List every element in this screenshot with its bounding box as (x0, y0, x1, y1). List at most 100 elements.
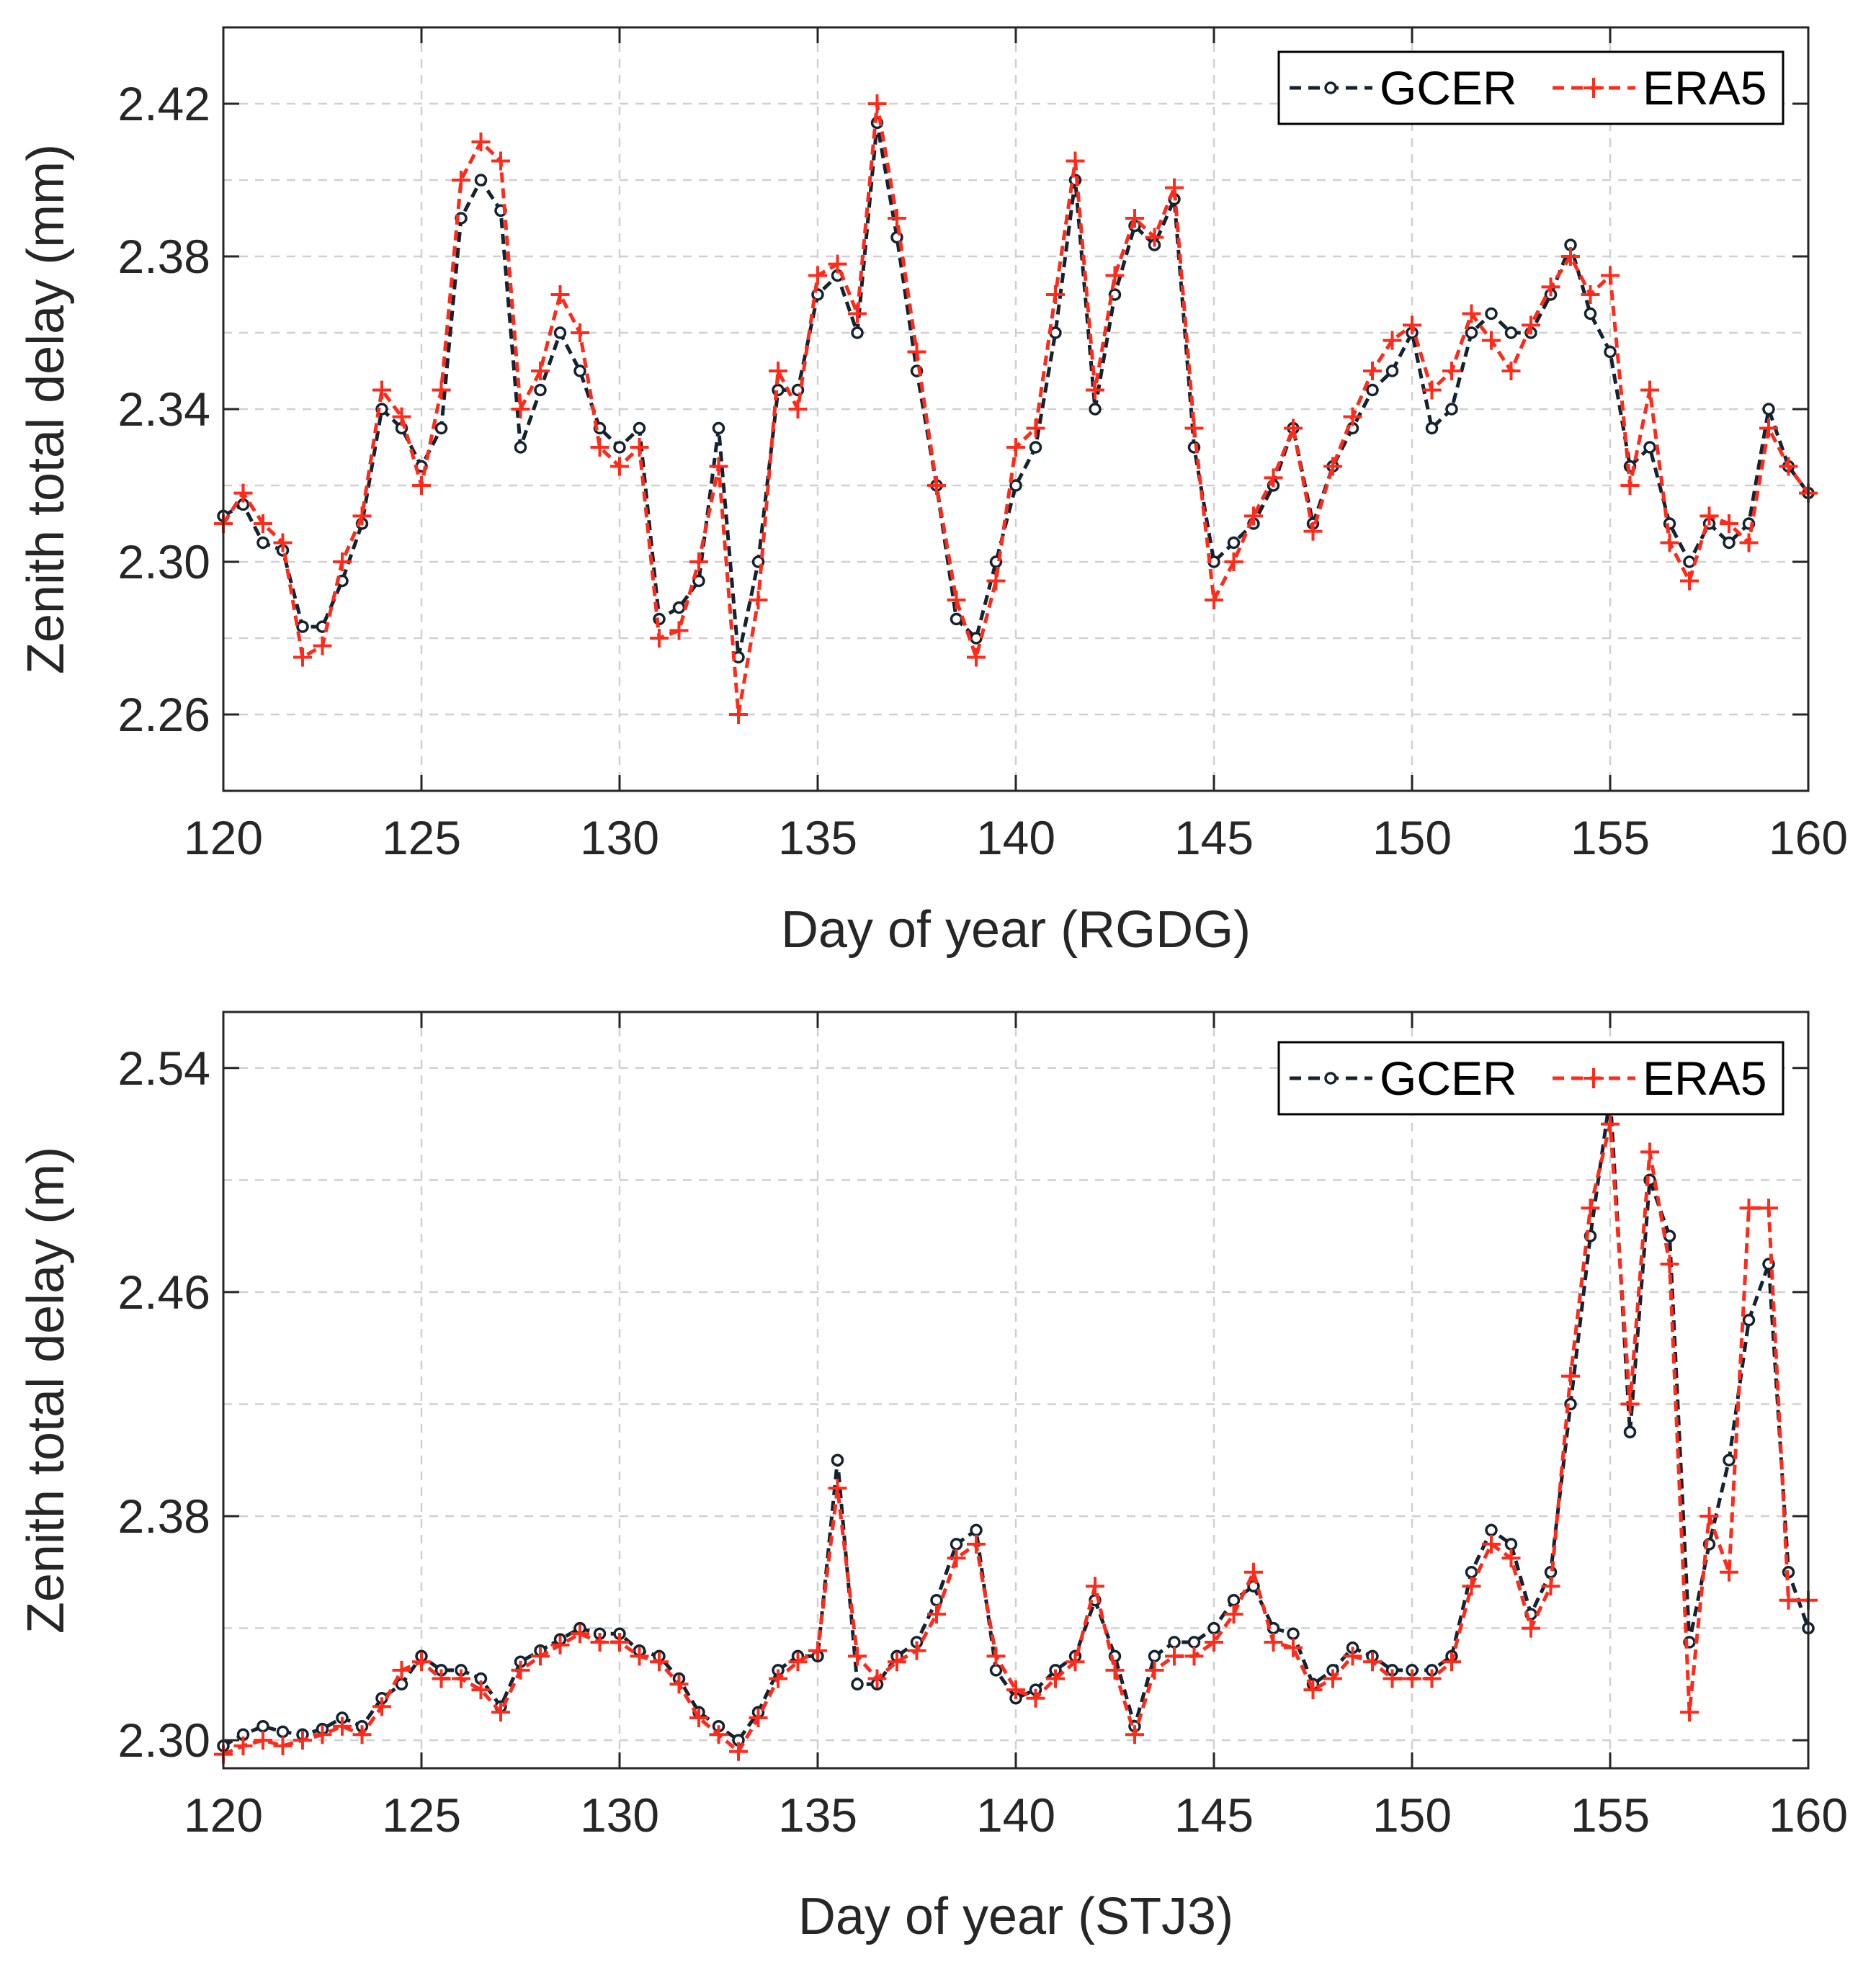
point-gcer-rgdg (1445, 403, 1458, 416)
point-era5-rgdg (729, 705, 748, 724)
point-era5-rgdg (352, 506, 372, 526)
point-gcer-stj3 (395, 1677, 408, 1691)
point-era5-rgdg (412, 476, 431, 495)
point-era5-rgdg (650, 629, 669, 648)
point-gcer-stj3 (1287, 1627, 1300, 1641)
point-gcer-rgdg (950, 612, 963, 626)
point-gcer-rgdg (1723, 536, 1736, 550)
point-era5-stj3 (1026, 1688, 1045, 1708)
point-era5-rgdg (927, 476, 946, 495)
point-era5-rgdg (828, 254, 847, 274)
point-gcer-rgdg (1604, 345, 1617, 359)
point-era5-stj3 (729, 1742, 748, 1761)
x-tick-label-rgdg: 125 (382, 811, 461, 864)
legend-era5-marker-rgdg (1584, 78, 1604, 98)
point-era5-stj3 (669, 1675, 689, 1694)
point-era5-rgdg (432, 380, 451, 400)
point-era5-stj3 (590, 1633, 609, 1652)
legend-box-rgdg (1277, 50, 1785, 125)
x-tick-label-rgdg: 155 (1571, 811, 1650, 864)
point-era5-stj3 (1284, 1638, 1303, 1657)
point-era5-stj3 (1383, 1669, 1402, 1688)
point-era5-stj3 (1581, 1199, 1600, 1218)
point-era5-rgdg (1442, 362, 1461, 380)
point-era5-stj3 (1640, 1142, 1659, 1162)
point-gcer-rgdg (1029, 441, 1042, 454)
point-gcer-stj3 (831, 1453, 844, 1466)
point-era5-rgdg (967, 648, 986, 667)
legend-gcer-label-stj3: GCER (1380, 1052, 1517, 1105)
point-era5-stj3 (1720, 1562, 1738, 1582)
point-era5-stj3 (1125, 1725, 1144, 1744)
legend-box-stj3 (1277, 1041, 1785, 1116)
point-era5-stj3 (1541, 1577, 1560, 1596)
x-tick-label-stj3: 150 (1372, 1788, 1452, 1842)
point-era5-stj3 (749, 1708, 768, 1727)
point-era5-stj3 (927, 1605, 946, 1624)
point-era5-rgdg (1105, 266, 1125, 285)
point-era5-stj3 (1165, 1647, 1184, 1666)
point-era5-stj3 (1264, 1633, 1283, 1652)
series-line-gcer-rgdg (222, 121, 1810, 659)
point-era5-rgdg (550, 285, 570, 304)
point-era5-rgdg (491, 151, 510, 171)
point-era5-rgdg (1205, 591, 1223, 609)
point-era5-stj3 (1522, 1618, 1540, 1638)
point-era5-rgdg (1403, 315, 1421, 335)
point-gcer-stj3 (1465, 1566, 1478, 1579)
point-era5-rgdg (1422, 380, 1442, 400)
point-gcer-rgdg (474, 174, 488, 187)
point-gcer-rgdg (613, 441, 626, 454)
point-gcer-stj3 (989, 1664, 1003, 1677)
x-tick-label-stj3: 135 (778, 1788, 857, 1842)
point-era5-stj3 (967, 1534, 986, 1554)
point-era5-rgdg (1125, 209, 1144, 228)
point-gcer-rgdg (851, 326, 864, 339)
point-gcer-rgdg (434, 421, 448, 435)
point-era5-stj3 (650, 1652, 669, 1672)
point-era5-stj3 (372, 1697, 391, 1716)
point-era5-stj3 (1323, 1669, 1342, 1688)
point-era5-rgdg (233, 483, 253, 503)
point-era5-rgdg (669, 621, 689, 640)
point-era5-stj3 (1105, 1660, 1125, 1680)
point-era5-stj3 (1145, 1660, 1164, 1680)
point-gcer-rgdg (1643, 441, 1656, 454)
point-gcer-stj3 (970, 1523, 983, 1537)
x-tick-label-rgdg: 145 (1174, 811, 1254, 864)
point-era5-rgdg (808, 266, 827, 285)
legend-gcer-marker-stj3 (1324, 1072, 1337, 1085)
point-era5-stj3 (1779, 1590, 1798, 1610)
point-era5-rgdg (1601, 266, 1620, 285)
point-era5-stj3 (1660, 1255, 1679, 1273)
point-era5-stj3 (1244, 1562, 1263, 1582)
point-era5-rgdg (452, 171, 470, 189)
point-era5-stj3 (273, 1736, 292, 1755)
point-era5-rgdg (1026, 418, 1045, 438)
point-era5-stj3 (1086, 1577, 1104, 1596)
point-gcer-rgdg (1227, 536, 1241, 550)
point-era5-rgdg (1739, 533, 1759, 552)
point-era5-stj3 (788, 1652, 808, 1672)
x-tick-label-rgdg: 140 (976, 811, 1055, 864)
point-era5-rgdg (1165, 178, 1184, 197)
grid-stj3 (222, 1012, 1810, 1768)
point-gcer-stj3 (1227, 1593, 1241, 1607)
x-tick-label-stj3: 125 (382, 1788, 461, 1842)
point-era5-stj3 (1363, 1652, 1382, 1672)
point-era5-stj3 (1066, 1652, 1085, 1672)
point-era5-rgdg (333, 552, 352, 571)
legend-gcer-marker-rgdg (1324, 81, 1337, 94)
point-gcer-rgdg (1485, 307, 1498, 321)
point-era5-rgdg (1620, 476, 1640, 495)
legend-stj3: GCER ERA5 (1277, 1041, 1785, 1116)
point-era5-rgdg (273, 533, 292, 552)
point-era5-rgdg (1779, 457, 1798, 476)
point-gcer-rgdg (633, 421, 646, 435)
point-era5-rgdg (1720, 514, 1738, 533)
point-era5-stj3 (808, 1641, 827, 1660)
y-tick-label-stj3: 2.54 (118, 1041, 210, 1095)
y-tick-label-stj3: 2.46 (118, 1266, 210, 1319)
y-axis-label-rgdg: Zenith total delay (mm) (17, 144, 75, 674)
x-tick-label-stj3: 155 (1571, 1788, 1650, 1842)
